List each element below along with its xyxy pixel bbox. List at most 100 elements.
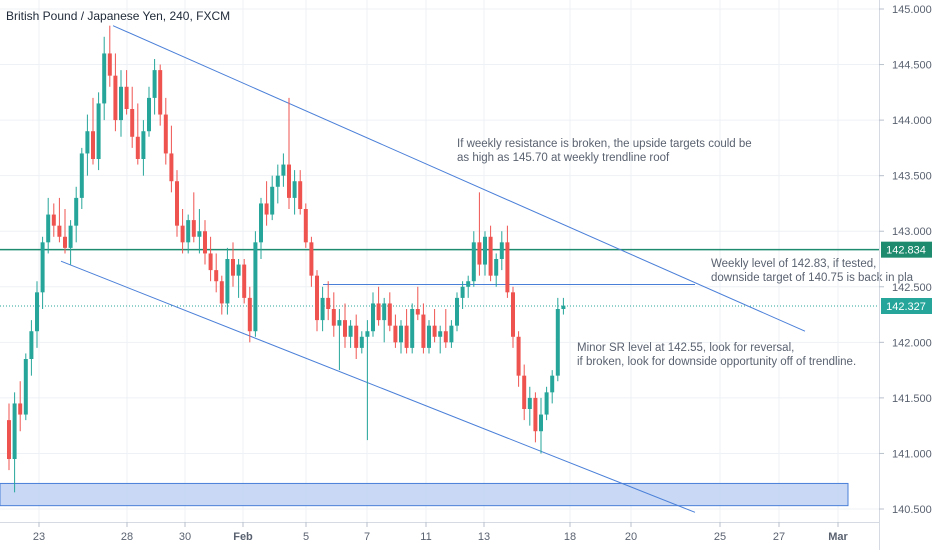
candle[interactable] bbox=[175, 170, 179, 237]
candle[interactable] bbox=[315, 270, 319, 332]
candle[interactable] bbox=[432, 309, 437, 343]
candle[interactable] bbox=[460, 281, 465, 309]
candle[interactable] bbox=[550, 370, 555, 404]
candle[interactable] bbox=[124, 70, 129, 115]
candle[interactable] bbox=[231, 242, 235, 287]
candle[interactable] bbox=[7, 403, 11, 471]
candle[interactable] bbox=[158, 64, 163, 126]
candle[interactable] bbox=[483, 231, 487, 276]
candle[interactable] bbox=[130, 86, 135, 148]
candle[interactable] bbox=[57, 197, 62, 243]
time-axis[interactable]: 23 28 30 Feb 5 7 11 13 18 20 25 27 Mar bbox=[33, 522, 849, 543]
candle[interactable] bbox=[135, 103, 140, 165]
candle[interactable] bbox=[275, 164, 280, 204]
candle[interactable] bbox=[399, 320, 403, 354]
candle[interactable] bbox=[365, 320, 370, 441]
candle[interactable] bbox=[63, 209, 67, 254]
candle[interactable] bbox=[253, 231, 258, 337]
candle[interactable] bbox=[46, 197, 51, 254]
candle[interactable] bbox=[466, 275, 471, 298]
candle[interactable] bbox=[152, 59, 157, 115]
candle[interactable] bbox=[23, 353, 28, 421]
candle[interactable] bbox=[320, 286, 325, 332]
candle[interactable] bbox=[147, 86, 151, 137]
candle[interactable] bbox=[455, 292, 459, 332]
candle[interactable] bbox=[555, 297, 560, 382]
candle[interactable] bbox=[242, 259, 247, 304]
candle[interactable] bbox=[539, 397, 543, 454]
candle[interactable] bbox=[259, 197, 263, 259]
candle[interactable] bbox=[270, 175, 275, 221]
candle[interactable] bbox=[471, 231, 476, 287]
candle[interactable] bbox=[527, 386, 532, 426]
candle[interactable] bbox=[326, 281, 331, 321]
candle[interactable] bbox=[225, 247, 230, 315]
candle[interactable] bbox=[404, 309, 409, 354]
candle[interactable] bbox=[449, 320, 454, 348]
candle[interactable] bbox=[427, 320, 431, 354]
candle[interactable] bbox=[247, 286, 252, 343]
candle[interactable] bbox=[236, 259, 241, 298]
candle[interactable] bbox=[74, 186, 79, 243]
candle[interactable] bbox=[68, 220, 73, 265]
candle[interactable] bbox=[163, 97, 168, 165]
candle[interactable] bbox=[102, 36, 107, 121]
candle[interactable] bbox=[331, 292, 336, 337]
candle[interactable] bbox=[169, 125, 174, 193]
candle[interactable] bbox=[494, 253, 499, 287]
candle[interactable] bbox=[219, 275, 224, 315]
candle[interactable] bbox=[561, 297, 566, 315]
candle[interactable] bbox=[533, 392, 538, 443]
candle[interactable] bbox=[180, 209, 185, 254]
candle[interactable] bbox=[18, 381, 23, 432]
candle[interactable] bbox=[186, 214, 191, 254]
candle[interactable] bbox=[113, 53, 118, 132]
candle[interactable] bbox=[96, 92, 101, 171]
candle[interactable] bbox=[208, 236, 213, 282]
candle[interactable] bbox=[354, 314, 359, 359]
candle[interactable] bbox=[40, 236, 45, 309]
trendline-lower[interactable] bbox=[60, 260, 696, 513]
candle[interactable] bbox=[393, 314, 398, 348]
candle[interactable] bbox=[415, 286, 420, 321]
candle[interactable] bbox=[438, 325, 443, 354]
price-axis[interactable]: 145.000 144.500 144.000 143.500 143.000 142.5… bbox=[879, 4, 932, 516]
candle[interactable] bbox=[309, 236, 314, 287]
candle[interactable] bbox=[12, 392, 17, 493]
candle[interactable] bbox=[387, 292, 392, 332]
candle[interactable] bbox=[35, 281, 39, 348]
candle[interactable] bbox=[499, 231, 504, 271]
candle[interactable] bbox=[488, 225, 493, 282]
candle[interactable] bbox=[359, 331, 364, 354]
candle[interactable] bbox=[203, 220, 207, 265]
candle[interactable] bbox=[107, 25, 112, 87]
candle[interactable] bbox=[337, 309, 342, 371]
candle[interactable] bbox=[382, 297, 387, 343]
candle[interactable] bbox=[214, 253, 219, 293]
candle[interactable] bbox=[191, 192, 196, 243]
candle[interactable] bbox=[371, 292, 375, 337]
candle[interactable] bbox=[410, 303, 415, 354]
candle[interactable] bbox=[119, 70, 123, 137]
candle[interactable] bbox=[298, 170, 303, 215]
candle[interactable] bbox=[85, 114, 90, 176]
candle[interactable] bbox=[443, 309, 448, 348]
candle[interactable] bbox=[343, 303, 347, 348]
candle[interactable] bbox=[421, 303, 426, 354]
candle[interactable] bbox=[522, 364, 527, 421]
candle[interactable] bbox=[348, 320, 353, 348]
candle[interactable] bbox=[29, 320, 34, 376]
trendline-upper[interactable] bbox=[112, 25, 806, 332]
candle[interactable] bbox=[91, 97, 95, 165]
candle[interactable] bbox=[292, 170, 297, 215]
candle[interactable] bbox=[511, 286, 515, 348]
candle[interactable] bbox=[477, 192, 482, 276]
candle[interactable] bbox=[79, 147, 84, 209]
candle[interactable] bbox=[376, 286, 381, 326]
candle[interactable] bbox=[303, 203, 308, 248]
candle[interactable] bbox=[544, 386, 549, 421]
candle[interactable] bbox=[197, 209, 202, 254]
candle[interactable] bbox=[505, 225, 510, 298]
candle[interactable] bbox=[287, 97, 291, 209]
